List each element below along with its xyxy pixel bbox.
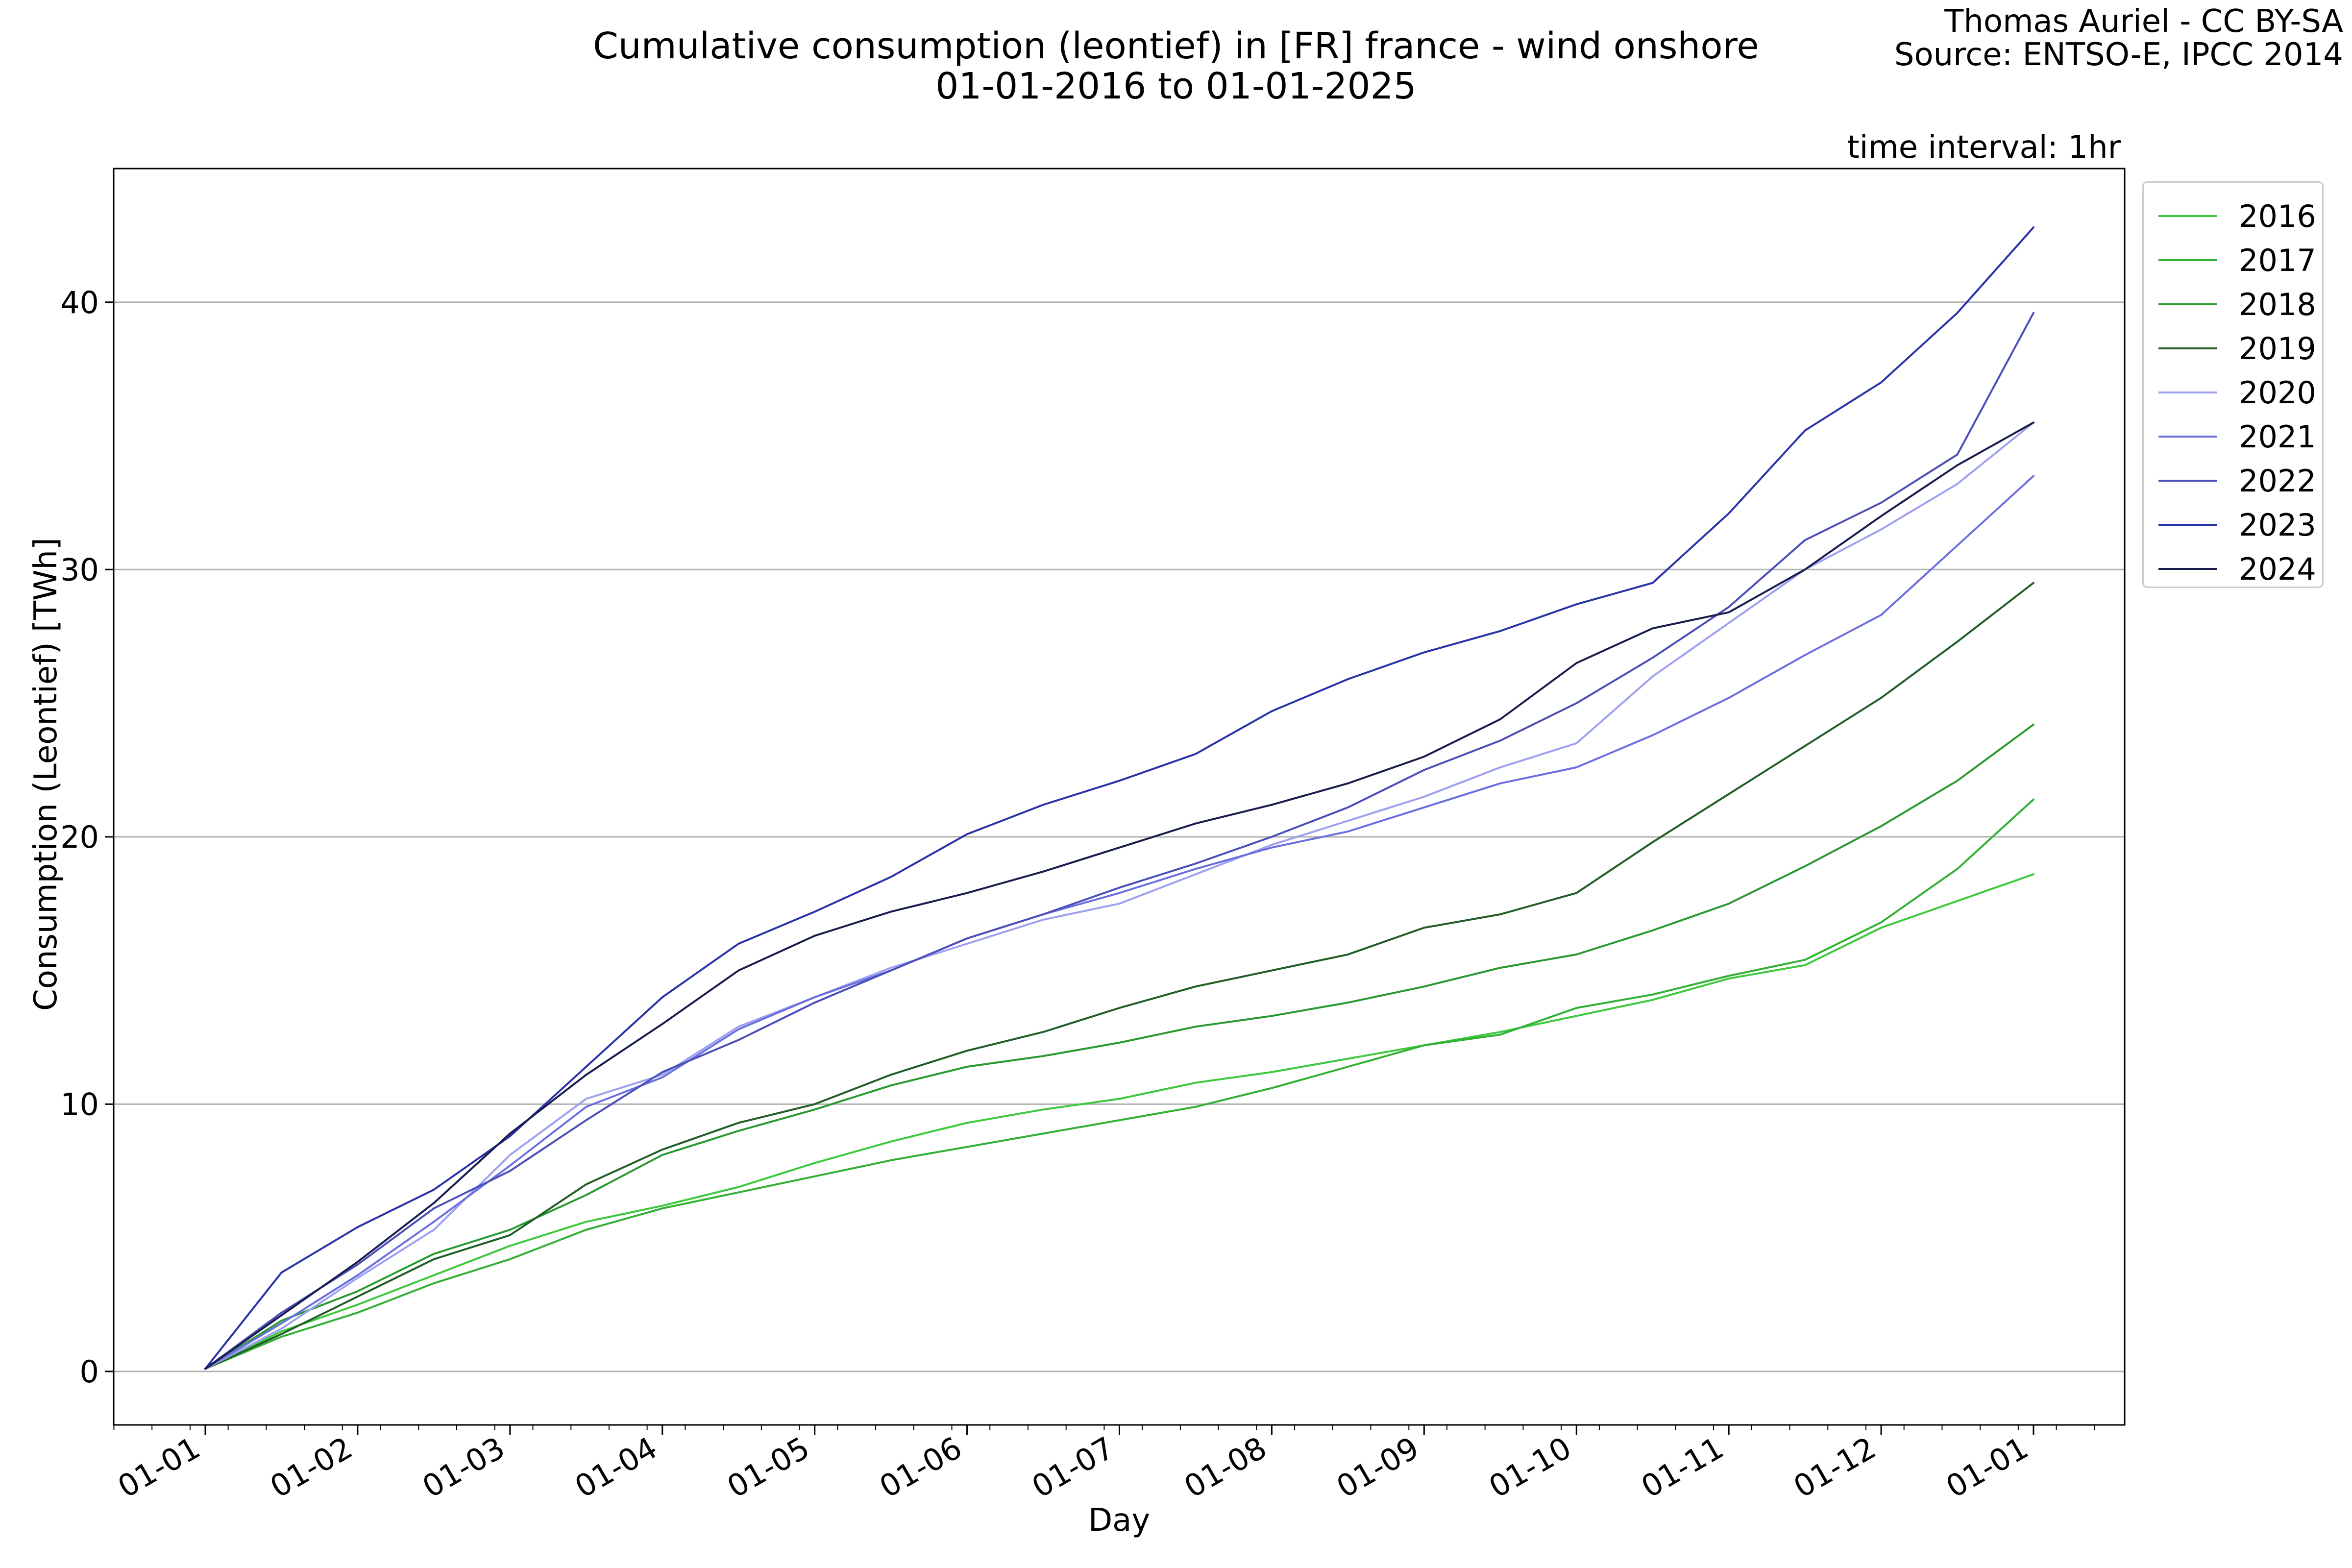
legend-item: 2023 — [2158, 505, 2316, 544]
legend-label: 2020 — [2239, 374, 2316, 411]
legend-swatch — [2158, 568, 2217, 570]
plot-frame — [113, 168, 2126, 1426]
x-tick-label: 01-12 — [1788, 1430, 1882, 1505]
legend-swatch — [2158, 480, 2217, 482]
legend-swatch — [2158, 392, 2217, 393]
x-tick-label: 01-03 — [416, 1430, 511, 1505]
y-tick-label: 30 — [60, 552, 99, 588]
legend-item: 2019 — [2158, 329, 2316, 368]
y-tick-label: 40 — [60, 285, 99, 320]
x-tick-label: 01-07 — [1026, 1430, 1120, 1505]
x-tick-label: 01-02 — [264, 1430, 359, 1505]
time-interval-annotation: time interval: 1hr — [1847, 129, 2121, 166]
chart-subtitle: 01-01-2016 to 01-01-2025 — [935, 65, 1417, 107]
series-line-2022 — [204, 312, 2034, 1370]
series-line-2018 — [204, 723, 2034, 1370]
x-tick-label: 01-05 — [721, 1430, 816, 1505]
legend-swatch — [2158, 347, 2217, 349]
legend-swatch — [2158, 215, 2217, 217]
series-line-2024 — [204, 421, 2034, 1370]
x-tick-label: 01-11 — [1635, 1430, 1730, 1505]
x-tick-label: 01-01 — [112, 1430, 206, 1505]
series-line-2020 — [204, 421, 2034, 1370]
x-tick-label: 01-08 — [1178, 1430, 1273, 1505]
legend-swatch — [2158, 524, 2217, 526]
y-tick-label: 0 — [80, 1354, 99, 1390]
legend-item: 2024 — [2158, 549, 2316, 588]
legend-label: 2023 — [2239, 507, 2316, 543]
x-tick-label: 01-09 — [1330, 1430, 1425, 1505]
series-line-2017 — [204, 798, 2034, 1370]
legend-item: 2017 — [2158, 241, 2316, 280]
legend-item: 2022 — [2158, 461, 2316, 500]
x-tick-label: 01-04 — [569, 1430, 663, 1505]
legend-label: 2018 — [2239, 286, 2316, 322]
legend-swatch — [2158, 303, 2217, 305]
x-tick-label: 01-01 — [1940, 1430, 2034, 1505]
legend-label: 2016 — [2239, 198, 2316, 234]
legend-swatch — [2158, 259, 2217, 261]
x-tick-label: 01-06 — [874, 1430, 968, 1505]
legend-item: 2016 — [2158, 196, 2316, 236]
legend-label: 2019 — [2239, 330, 2316, 367]
credit-author: Thomas Auriel - CC BY-SA — [1944, 3, 2343, 40]
legend: 2016 2017 2018 2019 2020 2021 2022 2023 2024 — [2142, 181, 2324, 588]
legend-label: 2017 — [2239, 242, 2316, 278]
series-line-2021 — [204, 475, 2034, 1370]
legend-item: 2021 — [2158, 417, 2316, 456]
legend-label: 2022 — [2239, 463, 2316, 499]
legend-label: 2021 — [2239, 418, 2316, 455]
series-line-2016 — [204, 873, 2034, 1370]
y-tick-label: 10 — [60, 1086, 99, 1122]
legend-item: 2018 — [2158, 285, 2316, 324]
legend-label: 2024 — [2239, 551, 2316, 587]
credit-source: Source: ENTSO-E, IPCC 2014 — [1894, 37, 2343, 73]
y-tick-label: 20 — [60, 819, 99, 855]
series-line-2019 — [204, 582, 2034, 1370]
x-tick-label: 01-10 — [1483, 1430, 1577, 1505]
legend-item: 2020 — [2158, 373, 2316, 412]
legend-swatch — [2158, 436, 2217, 438]
chart-title: Cumulative consumption (leontief) in [FR… — [593, 25, 1759, 67]
series-line-2023 — [204, 226, 2034, 1370]
x-axis-label: Day — [1088, 1502, 1151, 1539]
